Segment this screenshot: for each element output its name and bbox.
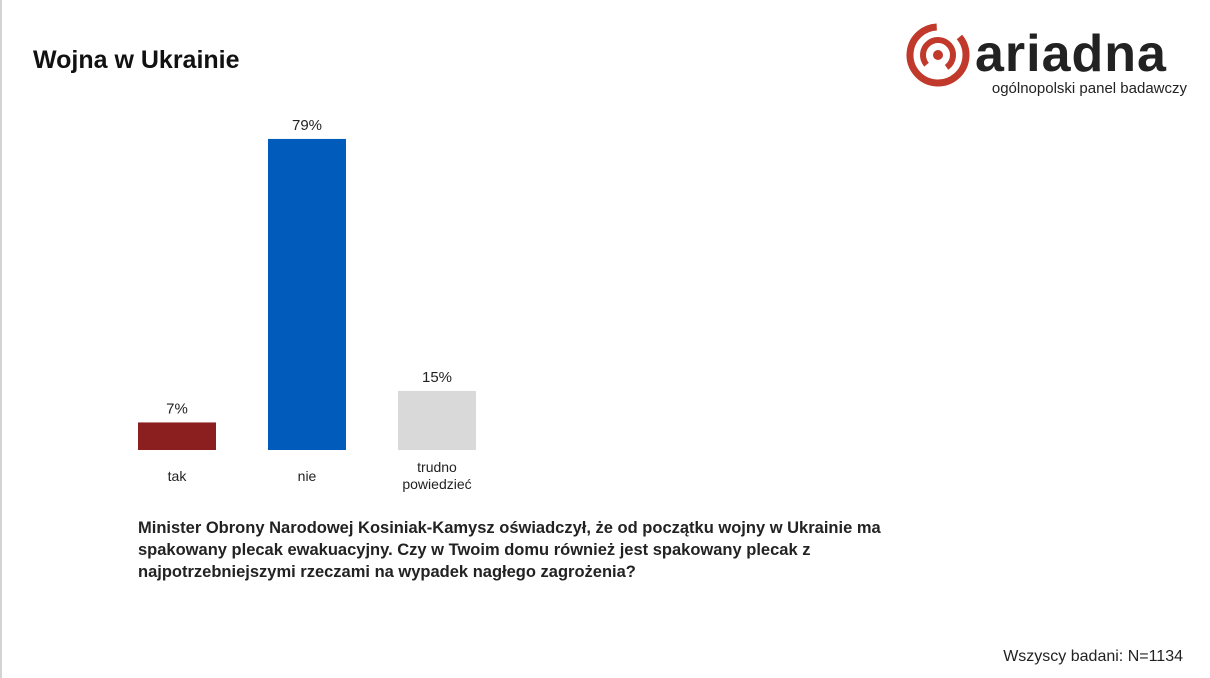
category-label-line: nie bbox=[297, 468, 317, 484]
page-title: Wojna w Ukrainie bbox=[33, 46, 240, 74]
category-label-line: tak bbox=[167, 468, 187, 484]
bar-2 bbox=[268, 138, 346, 450]
logo-tagline: ogólnopolski panel badawczy bbox=[991, 80, 1187, 97]
sample-base-note: Wszyscy badani: N=1134 bbox=[1003, 648, 1183, 665]
category-label-line: powiedzieć bbox=[402, 476, 472, 492]
bar-value-label-3: 15% bbox=[422, 369, 452, 386]
survey-question: Minister Obrony Narodowej Kosiniak-Kamys… bbox=[138, 519, 881, 581]
category-label-2: nie bbox=[247, 468, 367, 485]
logo-wordmark: ariadna bbox=[975, 25, 1167, 83]
left-edge-rule bbox=[0, 0, 2, 678]
bar-value-label-1: 7% bbox=[166, 400, 188, 417]
bar-value-label-2: 79% bbox=[292, 117, 322, 134]
ariadna-swirl-icon bbox=[906, 23, 970, 87]
bar-chart: 7% 79% 15% bbox=[138, 117, 476, 450]
category-label-1: tak bbox=[117, 468, 237, 485]
brand-logo: ariadna ogólnopolski panel badawczy bbox=[905, 22, 1195, 102]
category-label-3: trudno powiedzieć bbox=[377, 459, 497, 493]
category-label-line: trudno bbox=[417, 459, 457, 475]
bar-3 bbox=[398, 390, 476, 450]
bar-1 bbox=[138, 422, 216, 450]
